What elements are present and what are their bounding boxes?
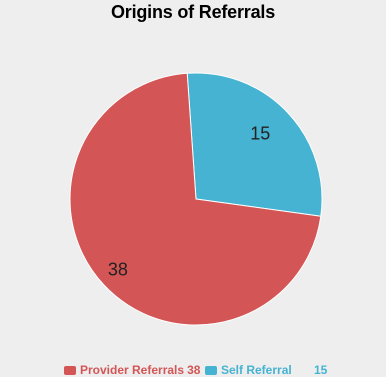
legend-label-provider-referrals: Provider Referrals [80,363,185,377]
data-label-provider-referrals: 38 [108,260,128,280]
legend-value-self-referral: 15 [314,363,328,377]
chart-title: Origins of Referrals [110,2,276,22]
legend-item-self-referral[interactable]: Self Referral [205,363,292,377]
chart-legend: Provider Referrals 38 Self Referral 15 [0,363,386,377]
legend-swatch-provider-referrals [64,365,76,375]
pie-slices [69,72,323,326]
legend-label-self-referral: Self Referral [221,363,292,377]
pie-slice-self-referral[interactable] [186,72,323,217]
pie-slice-provider-referrals[interactable] [69,72,322,326]
legend-item-provider-referrals[interactable]: Provider Referrals 38 [64,363,200,377]
data-label-self-referral: 15 [250,123,270,143]
legend-swatch-self-referral [205,365,217,375]
legend-value-provider-referrals: 38 [187,363,201,377]
